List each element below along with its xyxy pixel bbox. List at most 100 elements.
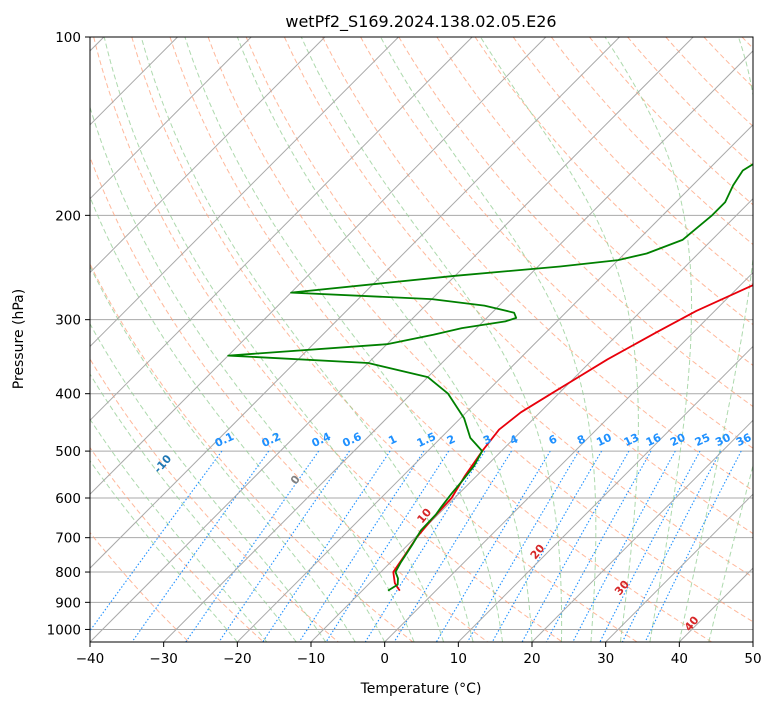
- mixing-ratio-label: 25: [693, 431, 712, 449]
- mixing-ratio-line: [621, 450, 721, 642]
- mixing-ratio-line: [572, 450, 676, 642]
- dry-adiabat: [283, 37, 753, 535]
- dry-adiabat: [90, 262, 414, 642]
- moist-adiabat: [380, 37, 597, 642]
- mixing-ratio-line: [599, 450, 701, 642]
- pressure-gridlines: [90, 37, 753, 630]
- plot-area: -100-90-80-70-60-50-40-30-20-100.10.20.4…: [90, 37, 754, 642]
- x-axis-ticks: −40 −30 −20 −10 0 10 20 30 40 50: [76, 642, 762, 667]
- x-tick-label: 10: [450, 651, 467, 667]
- isotherm-line: [90, 37, 252, 200]
- y-tick-label: 400: [55, 387, 81, 403]
- mixing-ratio-line: [185, 450, 320, 642]
- y-tick-label: 900: [55, 595, 81, 611]
- y-tick-label: 100: [55, 30, 81, 46]
- mixing-ratio-line: [325, 450, 450, 642]
- moist-adiabat: [90, 373, 297, 642]
- dry-adiabat: [90, 446, 264, 642]
- isotherm-line: [90, 37, 473, 422]
- isotherm-line: [605, 493, 753, 642]
- isotherm-line: [236, 124, 753, 642]
- dry-adiabat: [398, 37, 753, 408]
- mixing-ratio-label: 10: [594, 431, 614, 449]
- mixing-ratio-line: [90, 450, 223, 632]
- moist-adiabat: [90, 460, 238, 642]
- plot-frame: [89, 36, 754, 643]
- x-tick-label: −20: [223, 651, 252, 667]
- y-tick-label: 200: [55, 208, 81, 224]
- isotherm-line: [457, 345, 753, 642]
- y-tick-label: 600: [55, 491, 81, 507]
- mixing-ratio-line: [545, 450, 652, 642]
- moist-adiabat: [140, 37, 474, 642]
- moist-adiabat: [103, 37, 445, 642]
- y-tick-label: 700: [55, 531, 81, 547]
- mixing-ratio-label: 20: [668, 431, 688, 449]
- dewpoint-profile: [227, 163, 753, 592]
- chart-title: wetPf2_S169.2024.138.02.05.E26: [285, 12, 556, 32]
- mixing-ratio-label: 36: [734, 431, 754, 449]
- moist-adiabat: [90, 195, 386, 642]
- moist-adiabat: [90, 418, 268, 642]
- moist-adiabat: [236, 37, 533, 642]
- mixing-ratio-line: [435, 450, 551, 642]
- x-axis-title: Temperature (°C): [360, 681, 482, 697]
- y-tick-label: 800: [55, 565, 81, 581]
- moist-adiabat: [678, 37, 753, 642]
- x-tick-label: −40: [76, 651, 105, 667]
- y-axis-title: Pressure (hPa): [11, 289, 27, 389]
- dry-adiabat: [436, 37, 753, 367]
- mixing-ratio-line: [364, 450, 486, 642]
- x-tick-label: −30: [149, 651, 178, 667]
- isotherm-line: [90, 37, 620, 569]
- y-tick-label: 1000: [47, 622, 81, 638]
- y-tick-label: 300: [55, 313, 81, 329]
- moist-adiabat: [480, 37, 639, 642]
- x-tick-label: 50: [744, 651, 761, 667]
- mixing-ratio-line: [218, 450, 350, 642]
- dry-adiabat: [627, 37, 753, 167]
- moist-adiabat: [300, 37, 563, 642]
- dry-adiabat: [512, 37, 753, 286]
- isotherms: [90, 37, 753, 642]
- mixing-ratio-line: [131, 450, 270, 642]
- dry-adiabat: [131, 37, 638, 642]
- dry-adiabat: [93, 37, 563, 642]
- dry-adiabat: [322, 37, 753, 492]
- isotherm-line: [310, 197, 753, 642]
- profile-series: [227, 163, 753, 592]
- dry-adiabats: [90, 37, 753, 642]
- x-tick-label: 30: [597, 651, 614, 667]
- dry-adiabat: [207, 37, 753, 623]
- isotherm-line: [90, 37, 694, 642]
- moist-adiabat: [90, 322, 327, 642]
- isotherm-line: [531, 419, 753, 642]
- x-tick-label: 20: [523, 651, 540, 667]
- isotherm-line: [90, 37, 326, 274]
- isotherm-line: [384, 271, 753, 642]
- y-tick-label: 500: [55, 444, 81, 460]
- mixing-ratio-lines: [90, 450, 742, 642]
- x-tick-label: −10: [297, 651, 326, 667]
- mixing-ratio-label: 30: [713, 431, 733, 449]
- dry-adiabat: [169, 37, 712, 642]
- mixing-ratio-label: 13: [622, 431, 641, 449]
- moist-adiabat: [90, 265, 356, 642]
- moist-adiabat: [604, 37, 693, 642]
- y-axis-ticks: 100 200 300 400 500 600 700 800 900 1000: [47, 30, 90, 638]
- isotherm-line: [163, 50, 753, 642]
- mixing-ratio-line: [298, 450, 425, 642]
- mixing-ratio-line: [644, 450, 742, 642]
- x-tick-label: 40: [671, 651, 688, 667]
- moist-adiabat: [708, 463, 753, 642]
- mixing-ratio-line: [521, 450, 630, 642]
- mixing-ratio-line: [393, 450, 512, 642]
- isotherm-line: [90, 37, 399, 348]
- x-tick-label: 0: [380, 651, 389, 667]
- mixing-ratio-label: 16: [644, 431, 664, 449]
- dry-adiabat: [245, 37, 753, 578]
- dry-adiabat: [90, 155, 488, 642]
- dry-adiabat: [550, 37, 753, 246]
